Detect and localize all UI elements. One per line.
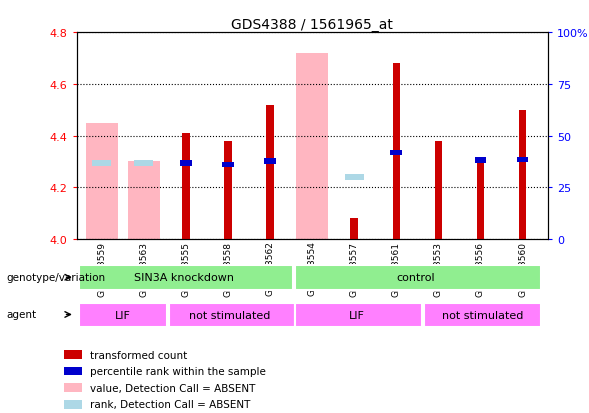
Text: transformed count: transformed count [90, 350, 187, 360]
Bar [169, 303, 295, 327]
Text: genotype/variation: genotype/variation [6, 273, 105, 282]
Bar [224, 141, 232, 240]
Bar [64, 367, 82, 375]
Bar [64, 383, 82, 392]
Text: LIF: LIF [349, 310, 364, 320]
Bar [86, 123, 118, 240]
Bar [128, 162, 160, 240]
Title: GDS4388 / 1561965_at: GDS4388 / 1561965_at [231, 18, 393, 32]
Text: value, Detection Call = ABSENT: value, Detection Call = ABSENT [90, 383, 256, 393]
Bar [295, 303, 422, 327]
Bar [79, 266, 293, 290]
Bar [266, 105, 274, 240]
Text: not stimulated: not stimulated [190, 310, 271, 320]
Bar [92, 161, 111, 166]
Text: percentile rank within the sample: percentile rank within the sample [90, 366, 266, 376]
Bar [477, 162, 484, 240]
Bar [391, 150, 402, 156]
Bar [134, 161, 153, 166]
Bar [423, 303, 541, 327]
Bar [64, 350, 82, 359]
Text: SIN3A knockdown: SIN3A knockdown [134, 273, 234, 283]
Bar [79, 303, 167, 327]
Bar [182, 134, 190, 240]
Bar [519, 110, 527, 240]
Bar [475, 158, 487, 164]
Bar [392, 64, 400, 240]
Text: control: control [396, 273, 435, 283]
Bar [435, 141, 442, 240]
Text: agent: agent [6, 310, 36, 320]
Bar [296, 54, 328, 240]
Bar [222, 162, 234, 168]
Bar [350, 219, 358, 240]
Bar [64, 400, 82, 408]
Text: not stimulated: not stimulated [442, 310, 523, 320]
Bar [295, 266, 541, 290]
Bar [264, 159, 276, 164]
Bar [180, 161, 192, 166]
Text: rank, Detection Call = ABSENT: rank, Detection Call = ABSENT [90, 399, 250, 409]
Bar [517, 157, 528, 163]
Bar [345, 175, 364, 180]
Text: LIF: LIF [115, 310, 131, 320]
